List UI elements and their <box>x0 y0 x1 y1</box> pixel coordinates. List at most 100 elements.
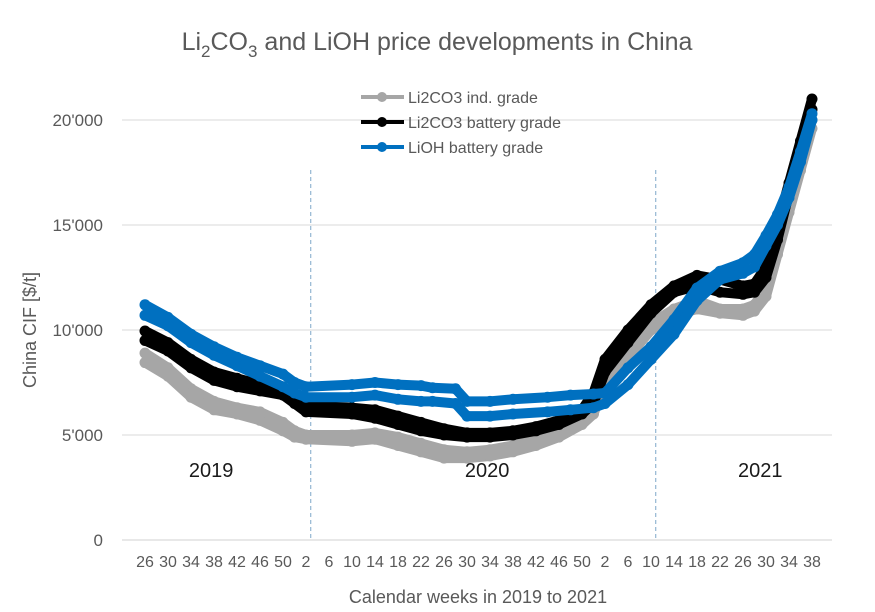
series-line-high <box>140 115 817 457</box>
chart-title: Li2CO3 and LiOH price developments in Ch… <box>182 28 693 61</box>
y-axis: 0 5'000 10'000 15'000 20'000 <box>52 111 103 550</box>
data-point <box>450 383 461 395</box>
data-point <box>289 398 300 409</box>
data-point <box>346 391 358 403</box>
x-tick-label: 42 <box>527 554 545 571</box>
data-point <box>461 395 473 407</box>
series-line-low <box>140 123 817 464</box>
series-line-low <box>140 115 817 422</box>
data-point <box>691 282 703 294</box>
data-point <box>749 261 760 273</box>
data-point <box>588 388 599 400</box>
x-axis-title: Calendar weeks in 2019 to 2021 <box>349 587 607 607</box>
data-point <box>599 398 611 409</box>
data-point <box>185 391 197 403</box>
data-point <box>139 299 151 311</box>
x-tick-label: 10 <box>343 554 361 571</box>
legend: Li2CO3 ind. grade Li2CO3 battery grade LiO… <box>361 90 561 157</box>
series-lioh-battery-grade <box>139 108 818 422</box>
data-point <box>737 280 749 292</box>
x-tick-label: 50 <box>573 554 591 571</box>
data-point <box>438 452 450 464</box>
legend-label: Li2CO3 battery grade <box>408 115 561 132</box>
data-point <box>760 240 772 252</box>
data-point <box>369 389 381 401</box>
x-tick-label: 30 <box>757 554 775 571</box>
data-point <box>645 353 657 365</box>
data-point <box>645 324 657 336</box>
x-tick-label: 34 <box>780 554 798 571</box>
data-point <box>760 272 772 283</box>
series-line-high <box>140 108 817 407</box>
data-point <box>208 349 220 361</box>
legend-swatch-marker <box>377 142 387 152</box>
data-point <box>795 156 806 168</box>
legend-item: Li2CO3 ind. grade <box>361 90 538 107</box>
year-labels: 2019 2020 2021 <box>189 460 783 482</box>
data-point <box>484 431 496 443</box>
data-point <box>484 395 496 407</box>
data-point <box>369 412 381 424</box>
data-point <box>565 389 576 401</box>
data-point <box>507 429 519 441</box>
data-point <box>749 286 760 298</box>
data-point <box>507 393 519 405</box>
data-point <box>415 380 427 392</box>
year-label: 2019 <box>189 460 234 482</box>
data-point <box>714 307 726 319</box>
x-tick-label: 26 <box>136 554 154 571</box>
data-point <box>346 435 358 447</box>
data-point <box>542 406 553 418</box>
year-label: 2020 <box>465 460 510 482</box>
x-tick-label: 10 <box>642 554 660 571</box>
data-point <box>254 385 266 397</box>
y-tick-label: 15'000 <box>52 216 103 235</box>
data-point <box>576 419 588 430</box>
data-point <box>139 325 151 337</box>
data-point <box>783 192 795 204</box>
x-tick-label: 50 <box>274 554 292 571</box>
data-point <box>438 429 450 441</box>
x-tick-label: 14 <box>665 554 683 571</box>
data-point <box>289 431 300 443</box>
data-point <box>588 402 599 414</box>
data-point <box>185 337 197 349</box>
data-point <box>461 410 473 422</box>
x-tick-label: 38 <box>504 554 522 571</box>
x-tick-label: 42 <box>228 554 246 571</box>
data-point <box>691 269 703 281</box>
data-point <box>139 357 151 369</box>
y-tick-label: 20'000 <box>52 111 103 130</box>
y-axis-title: China CIF [$/t] <box>20 272 40 388</box>
data-point <box>461 431 473 443</box>
data-point <box>507 408 519 420</box>
data-point <box>507 446 519 458</box>
x-tick-label: 6 <box>325 554 334 571</box>
data-point <box>162 370 174 382</box>
data-point <box>231 381 243 393</box>
data-point <box>300 433 312 445</box>
data-point <box>450 398 461 409</box>
data-point <box>737 267 749 279</box>
x-tick-label: 22 <box>412 554 430 571</box>
data-point <box>415 395 427 407</box>
series-li2co3-battery-grade <box>139 93 818 443</box>
data-point <box>565 404 576 416</box>
gridlines <box>122 119 832 541</box>
data-point <box>277 381 289 393</box>
x-tick-label: 6 <box>624 554 633 571</box>
data-point <box>369 377 381 388</box>
x-tick-label: 38 <box>205 554 223 571</box>
x-tick-label: 14 <box>366 554 384 571</box>
series-line-low <box>140 104 817 443</box>
data-point <box>300 391 312 403</box>
x-tick-label: 30 <box>159 554 177 571</box>
year-label: 2021 <box>738 460 783 482</box>
y-tick-label: 0 <box>94 531 103 550</box>
data-point <box>737 288 749 300</box>
data-point <box>162 320 174 332</box>
y-tick-label: 10'000 <box>52 321 103 340</box>
data-point <box>806 114 818 126</box>
data-point <box>300 381 312 393</box>
x-tick-label: 22 <box>711 554 729 571</box>
